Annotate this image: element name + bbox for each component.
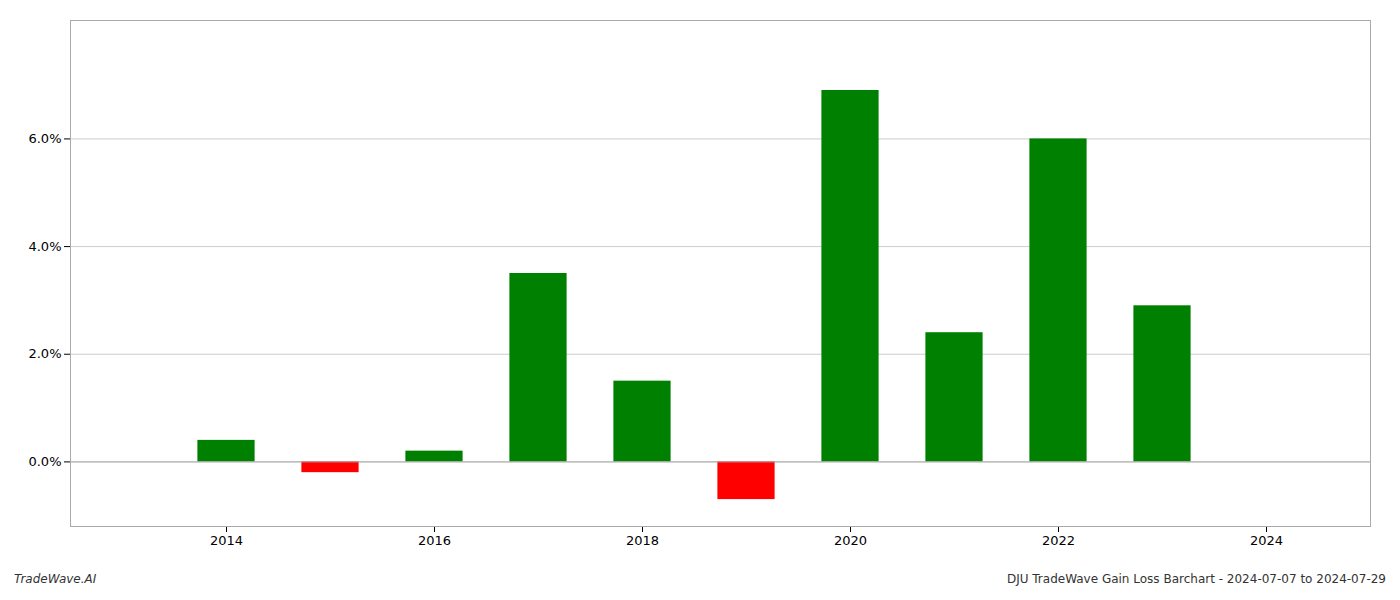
svg-text:2.0%: 2.0% [28, 346, 61, 361]
svg-text:2020: 2020 [834, 533, 867, 548]
svg-text:2016: 2016 [418, 533, 451, 548]
svg-text:2018: 2018 [626, 533, 659, 548]
html-text:TradeWave.AI: TradeWave.AI [14, 572, 97, 586]
svg-text:4.0%: 4.0% [28, 239, 61, 254]
svg-text:2022: 2022 [1042, 533, 1075, 548]
svg-text:6.0%: 6.0% [28, 131, 61, 146]
svg-text:0.0%: 0.0% [28, 454, 61, 469]
svg-text:2014: 2014 [210, 533, 243, 548]
html-text:DJU TradeWave Gain Loss Barcha: DJU TradeWave Gain Loss Barchart - 2024-… [1006, 572, 1386, 586]
svg-text:2024: 2024 [1250, 533, 1283, 548]
